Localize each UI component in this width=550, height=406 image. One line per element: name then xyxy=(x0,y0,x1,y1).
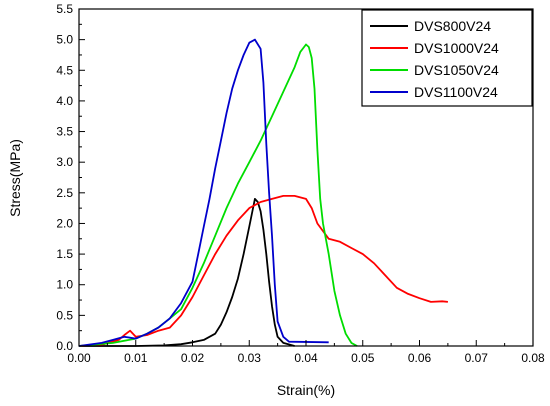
y-tick-label: 3.5 xyxy=(56,125,73,139)
legend-label: DVS1000V24 xyxy=(414,40,499,56)
legend-label: DVS1100V24 xyxy=(414,84,498,100)
x-tick-label: 0.06 xyxy=(408,351,432,365)
y-tick-label: 5.5 xyxy=(56,2,73,16)
x-tick-label: 0.03 xyxy=(238,351,262,365)
y-tick-label: 1.0 xyxy=(56,278,73,292)
y-tick-label: 5.0 xyxy=(56,33,73,47)
x-tick-label: 0.02 xyxy=(181,351,205,365)
y-axis-title: Stress(MPa) xyxy=(7,139,23,217)
series-line-2 xyxy=(78,43,358,347)
series-line-1 xyxy=(78,195,448,347)
x-tick-label: 0.05 xyxy=(351,351,375,365)
y-tick-label: 0.0 xyxy=(56,339,73,353)
x-axis-title: Strain(%) xyxy=(277,382,335,398)
y-tick-label: 4.5 xyxy=(56,63,73,77)
y-tick-label: 1.5 xyxy=(56,247,73,261)
y-tick-label: 0.5 xyxy=(56,308,73,322)
series-line-3 xyxy=(78,38,329,347)
series-line-0 xyxy=(79,198,295,347)
y-tick-label: 3.0 xyxy=(56,155,73,169)
legend-label: DVS1050V24 xyxy=(414,62,499,78)
legend-label: DVS800V24 xyxy=(414,18,491,34)
y-tick-label: 4.0 xyxy=(56,94,73,108)
y-tick-label: 2.0 xyxy=(56,216,73,230)
x-tick-label: 0.08 xyxy=(521,351,545,365)
x-tick-label: 0.07 xyxy=(465,351,489,365)
x-tick-label: 0.00 xyxy=(67,351,91,365)
x-tick-label: 0.04 xyxy=(294,351,318,365)
y-tick-label: 2.5 xyxy=(56,186,73,200)
x-tick-label: 0.01 xyxy=(124,351,148,365)
legend-box xyxy=(361,9,533,107)
legend: DVS800V24 DVS1000V24 DVS1050V24 DVS1100V24 xyxy=(361,9,533,107)
